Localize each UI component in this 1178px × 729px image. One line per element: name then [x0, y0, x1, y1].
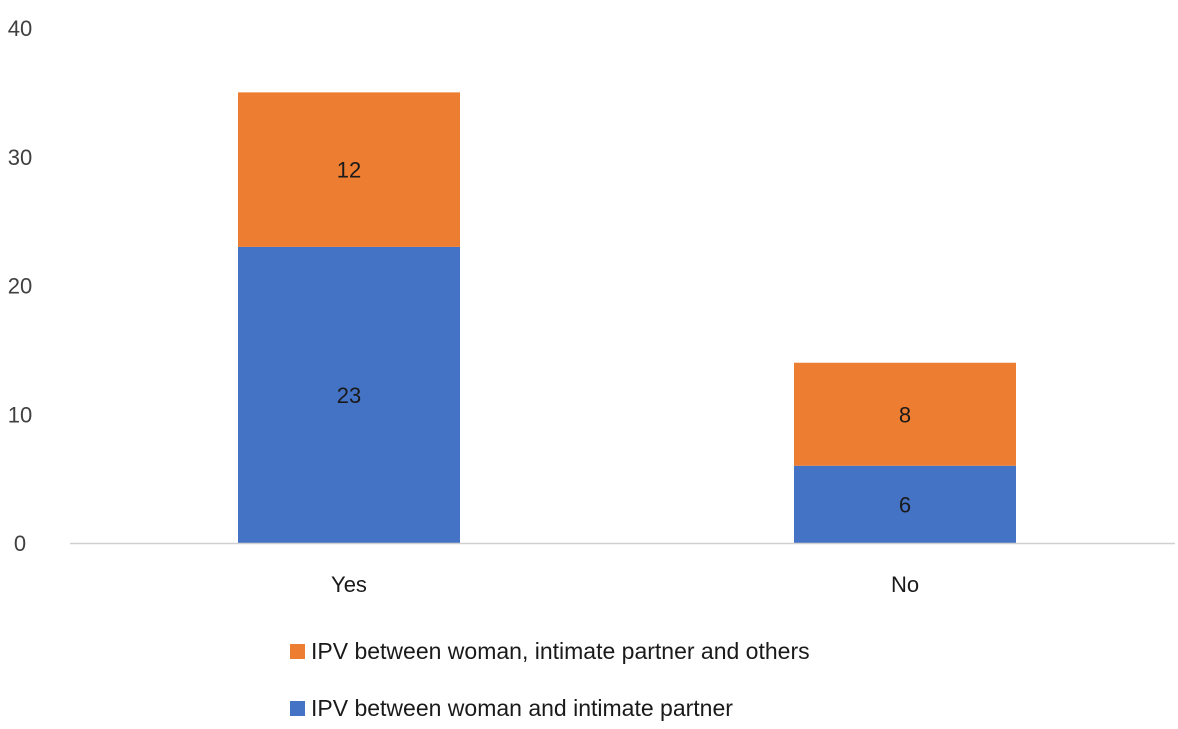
data-label: 12	[337, 158, 361, 183]
x-axis-labels: Yes No	[331, 572, 919, 597]
bar-segment	[238, 92, 460, 247]
y-tick-label: 40	[8, 16, 32, 41]
y-tick-label: 30	[8, 145, 32, 170]
data-label: 6	[899, 492, 911, 517]
y-tick-label: 20	[8, 274, 32, 299]
data-label: 8	[899, 402, 911, 427]
bars	[238, 92, 1016, 543]
bar-segment	[794, 465, 1016, 543]
legend: IPV between woman, intimate partner and …	[290, 638, 810, 721]
legend-item: IPV between woman and intimate partner	[290, 695, 733, 721]
y-axis-ticks: 0 10 20 30 40	[8, 16, 32, 556]
data-label: 23	[337, 383, 361, 408]
bar-segment	[794, 362, 1016, 466]
legend-label: IPV between woman, intimate partner and …	[311, 638, 810, 664]
legend-label: IPV between woman and intimate partner	[311, 695, 733, 721]
legend-swatch	[290, 644, 305, 659]
data-labels: 23 12 6 8	[337, 158, 911, 518]
y-tick-label: 0	[14, 531, 26, 556]
legend-item: IPV between woman, intimate partner and …	[290, 638, 810, 664]
bar-segment	[238, 246, 460, 543]
x-category-label: Yes	[331, 572, 367, 597]
x-category-label: No	[891, 572, 919, 597]
legend-swatch	[290, 701, 305, 716]
y-tick-label: 10	[8, 402, 32, 427]
